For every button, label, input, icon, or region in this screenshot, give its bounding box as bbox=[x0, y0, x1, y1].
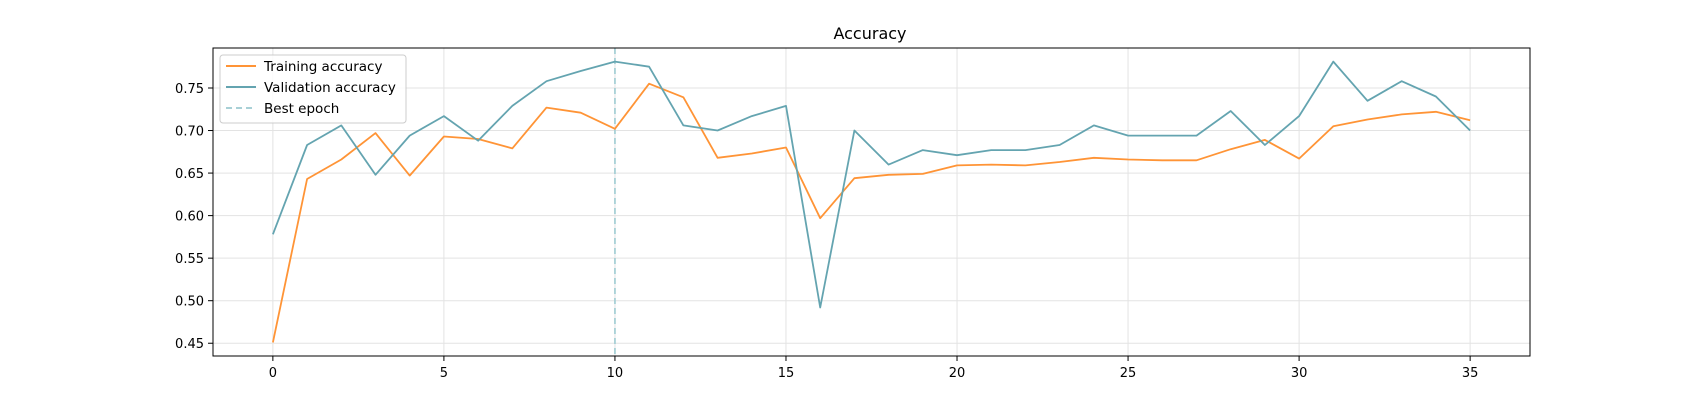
y-tick-label: 0.70 bbox=[175, 125, 204, 140]
plot-area-frame bbox=[212, 47, 1531, 357]
y-tick-label: 0.45 bbox=[175, 337, 204, 352]
y-tick-label: 0.75 bbox=[175, 82, 204, 97]
legend-label-training: Training accuracy bbox=[263, 59, 382, 75]
y-tick-label: 0.50 bbox=[175, 295, 204, 310]
validation-accuracy-line bbox=[272, 60, 1471, 309]
x-tick-label: 5 bbox=[440, 366, 448, 381]
x-tick-label: 25 bbox=[1120, 366, 1137, 381]
x-tick-label: 20 bbox=[949, 366, 966, 381]
axis-ticks: 0 5 10 15 20 25 30 35 0.45 0.50 0.55 0.60 0.65 0.70 0.… bbox=[175, 82, 1478, 381]
legend-label-best-epoch: Best epoch bbox=[264, 101, 339, 117]
y-tick-label: 0.55 bbox=[175, 252, 204, 267]
series-lines bbox=[272, 60, 1471, 343]
x-tick-label: 0 bbox=[269, 366, 277, 381]
x-tick-label: 35 bbox=[1462, 366, 1479, 381]
chart-title: Accuracy bbox=[833, 24, 906, 43]
x-tick-label: 15 bbox=[778, 366, 795, 381]
training-accuracy-line bbox=[272, 82, 1471, 343]
y-tick-label: 0.65 bbox=[175, 167, 204, 182]
y-tick-label: 0.60 bbox=[175, 210, 204, 225]
legend-frame bbox=[219, 54, 407, 124]
x-tick-label: 10 bbox=[607, 366, 624, 381]
x-tick-label: 30 bbox=[1291, 366, 1308, 381]
legend: Training accuracy Validation accuracy Be… bbox=[219, 54, 407, 124]
legend-label-validation: Validation accuracy bbox=[264, 80, 396, 96]
